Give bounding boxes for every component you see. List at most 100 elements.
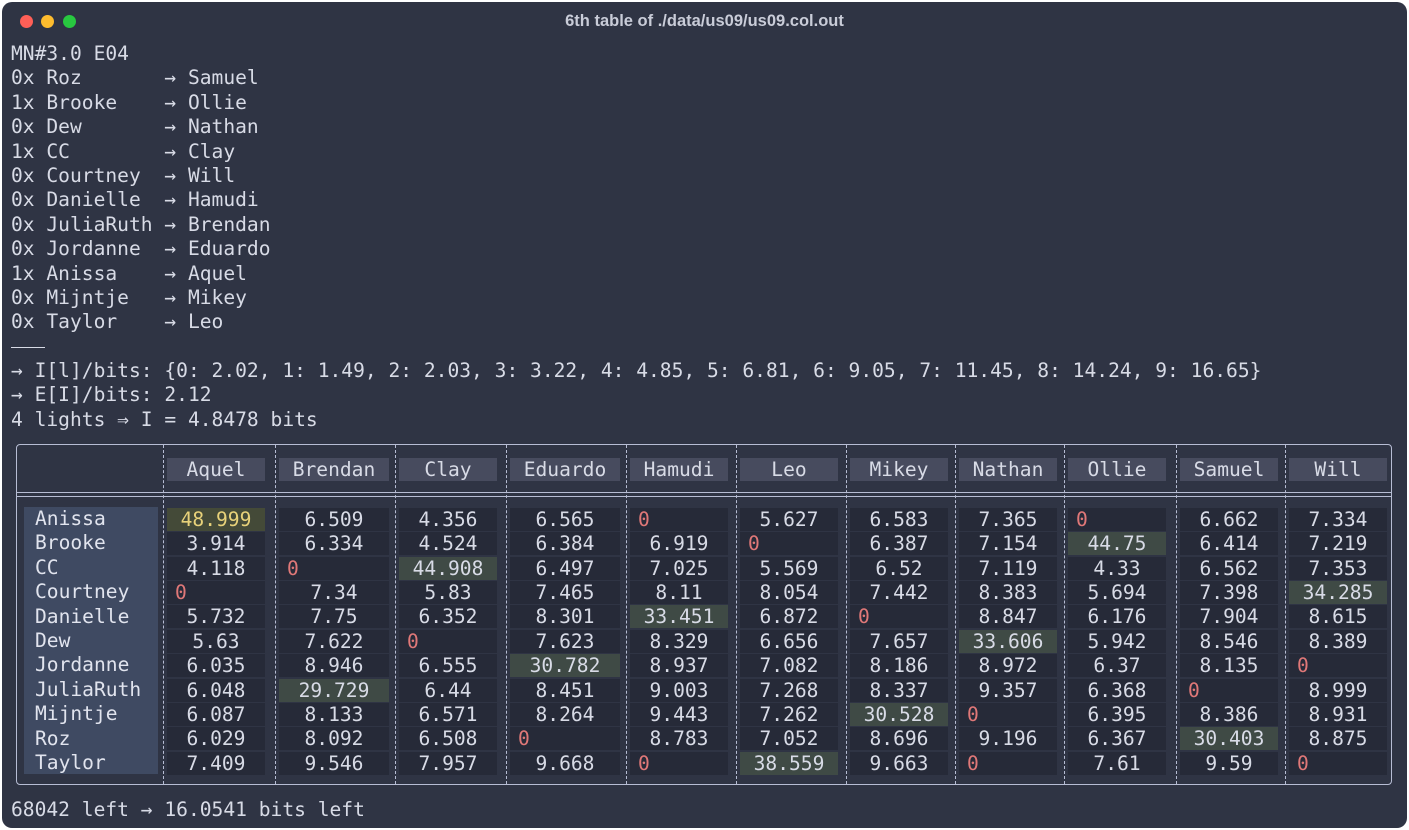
- table-cell: 5.83: [399, 580, 497, 604]
- table-cell: 6.562: [1180, 556, 1278, 580]
- table-cell: 0: [510, 727, 620, 751]
- table-cell: 8.875: [1289, 727, 1387, 751]
- table-cell: 6.334: [279, 532, 389, 556]
- table-cell: 8.615: [1289, 605, 1387, 629]
- column-divider: [275, 445, 276, 784]
- probability-table: Anissa Brooke CC Courtney Danielle Dew Jordann…: [16, 444, 1392, 785]
- table-cell: 7.34: [279, 580, 389, 604]
- table-cell: 8.383: [959, 580, 1057, 604]
- column-header: Eduardo: [510, 458, 620, 481]
- table-cell: 0: [740, 532, 838, 556]
- window-title: 6th table of ./data/us09/us09.col.out: [565, 12, 844, 30]
- column-header: Ollie: [1068, 458, 1166, 481]
- table-cell: 7.465: [510, 580, 620, 604]
- table-cell: 9.59: [1180, 751, 1278, 775]
- table-cell: 6.52: [850, 556, 948, 580]
- table-cell: 7.268: [740, 678, 838, 702]
- table-cell: 9.196: [959, 727, 1057, 751]
- table-cell: 7.025: [630, 556, 728, 580]
- table-cell: 0: [630, 507, 728, 531]
- row-label: Taylor: [35, 751, 106, 774]
- table-cell: 6.048: [167, 678, 265, 702]
- terminal-output: MN#3.0 E04 0x Roz → Samuel 1x Brooke → Ol…: [11, 42, 1261, 432]
- row-label-column: Anissa Brooke CC Courtney Danielle Dew Jordann…: [24, 507, 158, 774]
- table-cell: 0: [1289, 751, 1387, 775]
- table-cell: 6.872: [740, 605, 838, 629]
- table-cell: 7.082: [740, 654, 838, 678]
- row-label: Dew: [35, 629, 71, 652]
- lights-line: 4 lights ⇒ I = 4.8478 bits: [11, 407, 318, 431]
- table-cell: 4.524: [399, 532, 497, 556]
- table-cell: 9.357: [959, 678, 1057, 702]
- table-cell: 0: [1289, 654, 1387, 678]
- table-cell: 6.352: [399, 605, 497, 629]
- table-cell: 8.329: [630, 629, 728, 653]
- table-cell: 30.528: [850, 702, 948, 726]
- table-cell: 8.135: [1180, 654, 1278, 678]
- column-divider: [955, 445, 956, 784]
- table-cell: 8.999: [1289, 678, 1387, 702]
- table-cell: 6.44: [399, 678, 497, 702]
- table-cell: 6.37: [1068, 654, 1166, 678]
- table-cell: 30.403: [1180, 727, 1278, 751]
- table-cell: 0: [1068, 507, 1166, 531]
- table-cell: 6.395: [1068, 702, 1166, 726]
- table-cell: 5.942: [1068, 629, 1166, 653]
- table-cell: 8.451: [510, 678, 620, 702]
- table-cell: 8.054: [740, 580, 838, 604]
- column-header: Leo: [740, 458, 838, 481]
- table-cell: 8.783: [630, 727, 728, 751]
- table-cell: 30.782: [510, 654, 620, 678]
- table-cell: 6.508: [399, 727, 497, 751]
- row-label: Anissa: [35, 507, 106, 530]
- footer-line: 68042 left → 16.0541 bits left: [11, 798, 365, 821]
- table-cell: 0: [959, 702, 1057, 726]
- expected-bits-line: → E[I]/bits: 2.12: [11, 383, 212, 407]
- table-cell: 0: [399, 629, 497, 653]
- table-cell: 6.035: [167, 654, 265, 678]
- table-cell: 7.262: [740, 702, 838, 726]
- table-cell: 6.029: [167, 727, 265, 751]
- table-cell: 6.662: [1180, 507, 1278, 531]
- table-cell: 5.569: [740, 556, 838, 580]
- table-cell: 4.33: [1068, 556, 1166, 580]
- table-cell: 8.11: [630, 580, 728, 604]
- pairing-line: 0x Danielle → Hamudi: [11, 188, 259, 212]
- table-cell: 7.219: [1289, 532, 1387, 556]
- pairing-line: 0x Jordanne → Eduardo: [11, 237, 271, 261]
- table-cell: 7.398: [1180, 580, 1278, 604]
- row-label: Danielle: [35, 604, 130, 628]
- zoom-button[interactable]: [63, 15, 76, 28]
- table-cell: 7.623: [510, 629, 620, 653]
- close-button[interactable]: [20, 15, 33, 28]
- table-cell: 6.583: [850, 507, 948, 531]
- column-header: Brendan: [279, 458, 389, 481]
- table-cell: 8.931: [1289, 702, 1387, 726]
- table-cell: 6.656: [740, 629, 838, 653]
- table-cell: 7.353: [1289, 556, 1387, 580]
- row-label: Roz: [35, 726, 71, 750]
- table-cell: 7.61: [1068, 751, 1166, 775]
- table-cell: 34.285: [1289, 580, 1387, 604]
- table-cell: 9.546: [279, 751, 389, 775]
- table-cell: 7.334: [1289, 507, 1387, 531]
- table-cell: 33.606: [959, 629, 1057, 653]
- column-divider: [736, 445, 737, 784]
- table-cell: 6.497: [510, 556, 620, 580]
- column-divider: [395, 445, 396, 784]
- separator-line: [11, 335, 1261, 359]
- pairing-line: 0x Mijntje → Mikey: [11, 285, 247, 309]
- table-cell: 8.264: [510, 702, 620, 726]
- table-cell: 6.384: [510, 532, 620, 556]
- table-cell: 44.908: [399, 556, 497, 580]
- table-cell: 9.668: [510, 751, 620, 775]
- table-cell: 33.451: [630, 605, 728, 629]
- table-cell: 48.999: [167, 507, 265, 531]
- column-divider: [626, 445, 627, 784]
- table-cell: 38.559: [740, 751, 838, 775]
- table-cell: 7.409: [167, 751, 265, 775]
- minimize-button[interactable]: [41, 15, 54, 28]
- table-cell: 6.919: [630, 532, 728, 556]
- table-cell: 0: [1180, 678, 1278, 702]
